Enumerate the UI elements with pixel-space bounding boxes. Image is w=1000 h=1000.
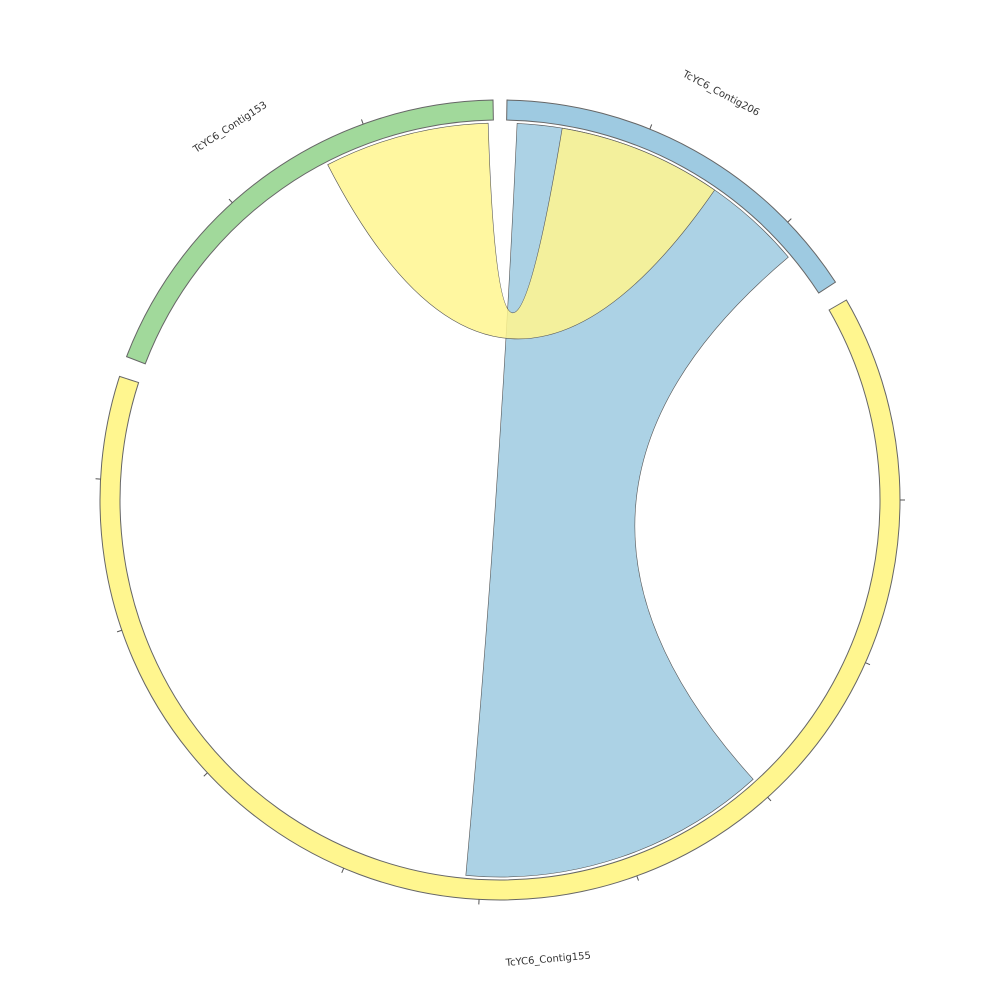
tick-mark — [228, 198, 233, 204]
link-1 — [327, 122, 716, 340]
tick-mark — [341, 868, 345, 873]
tick-mark — [767, 796, 772, 802]
tick-mark — [361, 119, 364, 125]
tick-mark — [636, 875, 639, 881]
segment-label-contig153: TcYC6_Contig153 — [191, 100, 269, 156]
tick-mark — [116, 629, 122, 633]
tick-mark — [865, 662, 871, 666]
tick-mark — [787, 218, 792, 223]
segment-tcyc6-contig153 — [125, 99, 494, 365]
segment-tcyc6-contig206 — [506, 99, 837, 294]
segment-label-contig155: TcYC6_Contig155 — [504, 951, 591, 969]
links-layer — [327, 122, 789, 878]
segment-tcyc6-contig155 — [99, 299, 901, 901]
segment-label-contig206: TcYC6_Contig206 — [680, 68, 761, 118]
tick-mark — [649, 124, 653, 130]
tick-mark — [203, 772, 208, 777]
ticks-layer — [95, 119, 905, 905]
segments-layer — [99, 99, 901, 901]
